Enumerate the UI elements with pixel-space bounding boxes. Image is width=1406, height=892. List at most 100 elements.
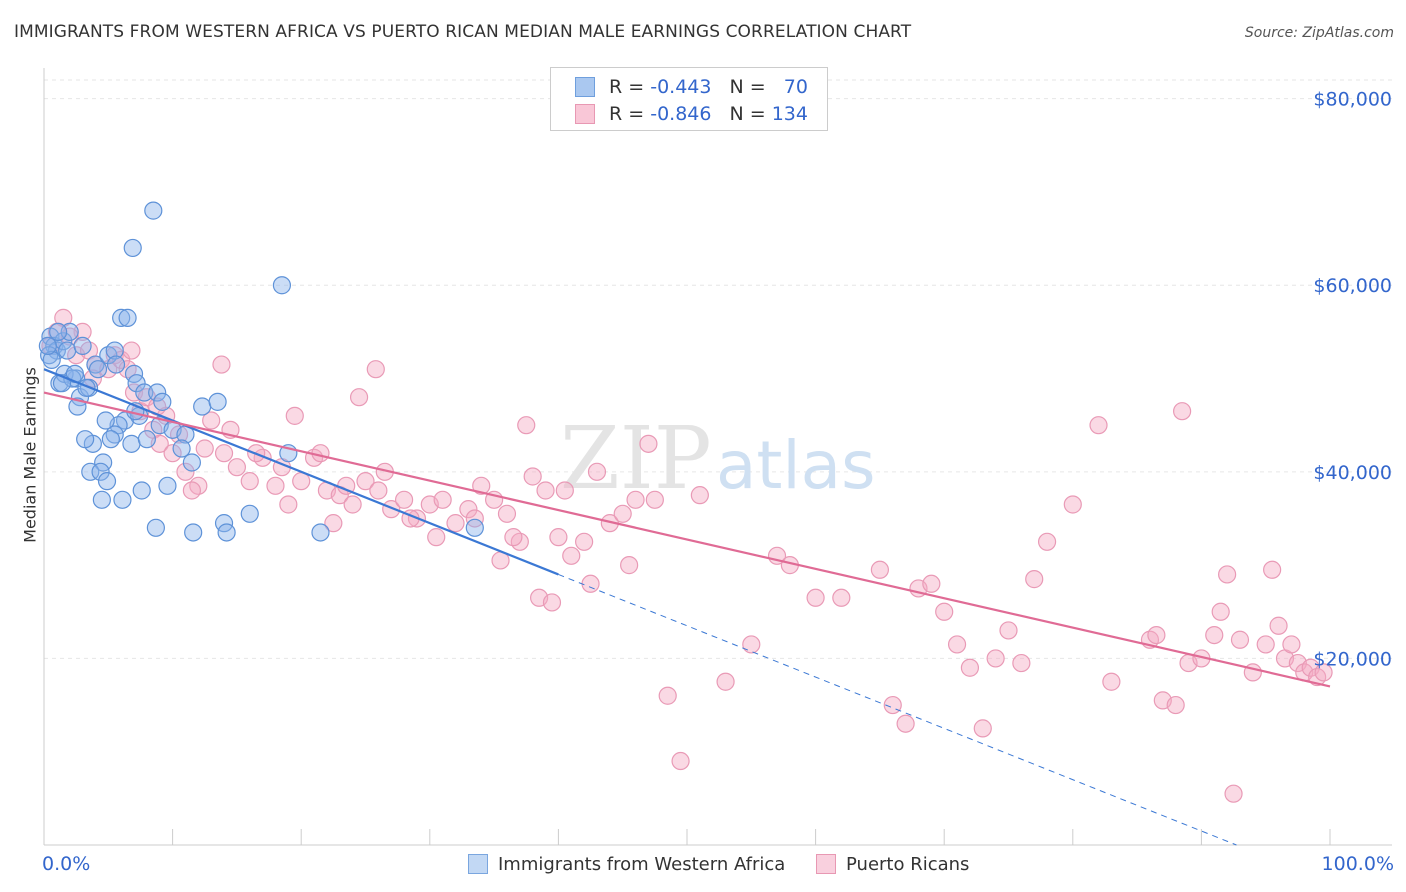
- western-africa-trend-extension: [558, 573, 1237, 846]
- puerto-rican-point: [935, 602, 954, 621]
- puerto-rican-point: [690, 486, 709, 505]
- puerto-rican-point: [427, 528, 446, 547]
- western-africa-point: [118, 308, 137, 327]
- bottom-legend-western-africa: Immigrants from Western Africa: [468, 852, 785, 876]
- puerto-rican-point: [870, 560, 890, 579]
- western-africa-point: [153, 392, 172, 411]
- correlation-legend: R = -0.443 N = 70 R = -0.846 N = 134: [550, 67, 828, 131]
- bottom-legend-label: Puerto Ricans: [846, 853, 970, 875]
- legend-n-label: N =: [729, 76, 766, 98]
- puerto-rican-point: [523, 467, 542, 486]
- western-africa-trend-line: [43, 368, 559, 576]
- western-africa-point: [112, 308, 131, 327]
- western-africa-point: [96, 411, 115, 430]
- western-africa-point: [123, 238, 142, 258]
- bottom-legend-swatch-pink: [816, 854, 836, 874]
- western-africa-point: [91, 462, 110, 481]
- puerto-rican-point: [1147, 625, 1166, 645]
- legend-swatch-pink: [575, 104, 595, 124]
- western-africa-point: [184, 523, 203, 542]
- puerto-rican-point: [1224, 784, 1243, 803]
- watermark: ZIP atlas: [560, 409, 876, 509]
- puerto-rican-point: [613, 504, 632, 523]
- source-label: Source: ZipAtlas.com: [1244, 25, 1394, 41]
- puerto-rican-point: [555, 481, 574, 500]
- puerto-rican-point: [279, 495, 298, 514]
- puerto-rican-point: [1205, 625, 1224, 645]
- western-africa-point: [146, 518, 165, 537]
- watermark-zip: ZIP: [560, 409, 712, 509]
- western-africa-point: [172, 439, 191, 458]
- puerto-rican-point: [999, 621, 1018, 640]
- puerto-rican-point: [465, 509, 484, 528]
- legend-n-value: 134: [771, 103, 808, 125]
- puerto-rican-point: [1012, 653, 1031, 673]
- legend-row-puerto-ricans: R = -0.846 N = 134: [575, 103, 808, 125]
- puerto-rican-point: [122, 341, 141, 360]
- western-africa-point: [105, 341, 124, 360]
- puerto-rican-point: [446, 514, 465, 533]
- western-africa-point: [127, 374, 146, 393]
- legend-n-label: N =: [729, 103, 766, 125]
- puerto-rican-point: [227, 458, 246, 477]
- western-africa-point: [137, 430, 156, 449]
- legend-r-value: -0.846: [650, 103, 712, 125]
- puerto-rican-point: [960, 658, 980, 677]
- western-africa-point: [311, 523, 330, 542]
- y-tick-label: $40,000: [1313, 462, 1392, 484]
- puerto-rican-point: [973, 719, 992, 738]
- western-africa-point: [144, 201, 163, 220]
- western-africa-point: [158, 476, 177, 495]
- puerto-rican-point: [497, 504, 517, 523]
- western-africa-point: [465, 518, 484, 537]
- western-africa-point: [81, 462, 100, 481]
- trend-lines: [43, 368, 1331, 846]
- puerto-rican-point: [349, 388, 369, 407]
- puerto-rican-points: [41, 308, 1333, 803]
- western-africa-point: [208, 392, 227, 411]
- western-africa-point: [76, 430, 95, 449]
- puerto-rican-point: [163, 444, 182, 463]
- puerto-rican-point: [176, 462, 195, 481]
- puerto-rican-point: [366, 360, 385, 379]
- puerto-rican-point: [1037, 532, 1057, 551]
- western-africa-point: [101, 430, 120, 449]
- legend-r-label: R =: [609, 103, 645, 125]
- puerto-rican-point: [433, 490, 452, 509]
- puerto-rican-point: [549, 528, 568, 547]
- puerto-rican-point: [832, 588, 851, 607]
- legend-swatch-blue: [575, 77, 595, 97]
- puerto-rican-point: [587, 462, 607, 481]
- legend-row-western-africa: R = -0.443 N = 70: [575, 76, 808, 98]
- puerto-rican-point: [581, 574, 600, 593]
- puerto-rican-point: [356, 472, 375, 491]
- puerto-rican-point: [1218, 565, 1237, 584]
- puerto-rican-point: [1314, 663, 1333, 682]
- puerto-rican-point: [504, 528, 523, 547]
- bottom-legend-puerto-ricans: Puerto Ricans: [816, 852, 969, 876]
- puerto-rican-point: [212, 355, 231, 374]
- puerto-rican-point: [620, 556, 639, 575]
- legend-n-value: 70: [783, 76, 808, 98]
- puerto-rican-point: [562, 546, 581, 565]
- western-africa-point: [42, 350, 61, 369]
- puerto-rican-point: [1166, 695, 1185, 715]
- puerto-rican-point: [1263, 560, 1282, 579]
- puerto-rican-point: [575, 532, 594, 551]
- x-tick-label-min: 0.0%: [42, 853, 90, 875]
- bottom-legend-swatch-blue: [468, 854, 488, 874]
- western-africa-point: [272, 276, 292, 295]
- puerto-rican-point: [542, 593, 562, 612]
- puerto-rican-point: [742, 635, 761, 654]
- western-africa-point: [97, 472, 117, 491]
- puerto-rican-point: [1173, 402, 1192, 421]
- western-africa-point: [217, 523, 236, 542]
- western-africa-point: [49, 322, 68, 341]
- western-africa-point: [58, 341, 77, 360]
- puerto-rican-point: [536, 481, 555, 500]
- western-africa-point: [240, 504, 259, 523]
- puerto-rican-point: [716, 672, 735, 691]
- puerto-rican-point: [1089, 416, 1108, 435]
- puerto-rican-point: [1269, 616, 1288, 635]
